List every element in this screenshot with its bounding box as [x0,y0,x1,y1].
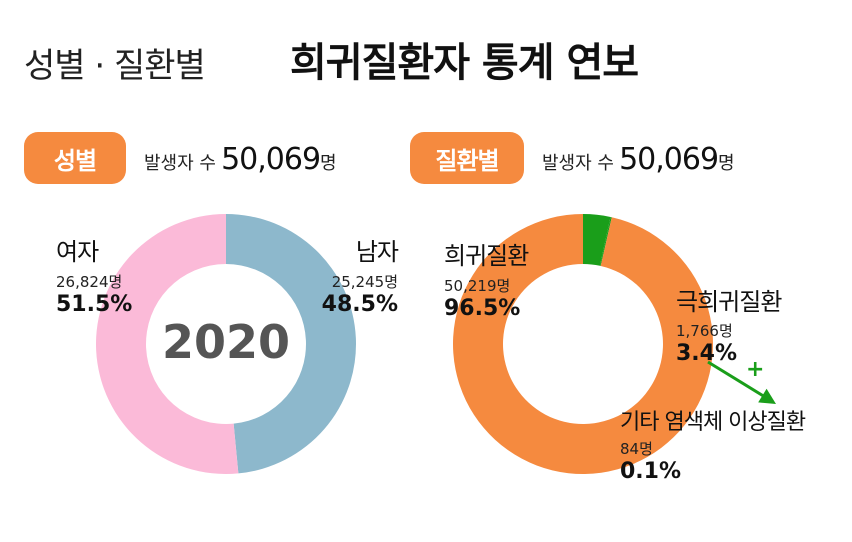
rare-disease-slice-percent: 96.5% [444,296,521,321]
female-slice-name: 여자 [56,238,99,266]
female-label-group: 여자 26,824명 51.5% [56,232,132,317]
chromosome-label-group: 기타 염색체 이상질환 84명 0.1% [620,404,806,484]
page-subtitle: 성별 · 질환별 [24,46,206,86]
male-slice-name: 남자 [355,238,399,266]
disease-count-label: 발생자 수 [542,153,614,174]
sex-pill: 성별 [24,132,126,184]
chromosome-slice-percent: 0.1% [620,459,682,484]
disease-count-unit: 명 [718,153,735,174]
disease-donut-slice-2 [453,214,713,475]
ultra-rare-title: 극희귀질환 [676,282,782,317]
sex-donut-slice-0 [226,214,356,474]
female-slice-count: 26,824명 [56,273,123,291]
ultra-rare-slice-count: 1,766명 [676,322,733,340]
disease-donut-slice-0 [583,214,611,266]
sex-count-unit: 명 [320,153,337,174]
arrow-head [758,388,776,404]
ultra-rare-values: 1,766명 3.4% [676,320,737,366]
ultra-rare-slice-percent: 3.4% [676,341,738,366]
rare-disease-slice-name: 희귀질환 [444,242,529,270]
disease-count: 발생자 수 50,069명 [542,142,735,177]
male-slice-count: 25,245명 [331,273,398,291]
female-slice-percent: 51.5% [56,292,133,317]
chromosome-slice-count: 84명 [620,440,653,458]
sex-donut-center-label: 2020 [162,315,290,369]
page-title: 희귀질환자 통계 연보 [290,40,639,86]
rare-disease-slice-count: 50,219명 [444,277,511,295]
disease-donut-slice-1 [599,216,612,266]
sex-donut-slice-1 [96,214,239,474]
sex-donut-chart [96,214,356,474]
disease-pill: 질환별 [410,132,524,184]
sex-count-label: 발생자 수 [144,153,216,174]
sex-count-value: 50,069 [221,142,321,177]
arrow-plus-annotation: + [746,357,764,382]
male-slice-percent: 48.5% [321,292,398,317]
sex-count: 발생자 수 50,069명 [144,142,337,177]
male-label-group: 남자 25,245명 48.5% [316,232,399,317]
rare-disease-label-group: 희귀질환 50,219명 96.5% [444,236,529,321]
chromosome-slice-name: 기타 염색체 이상질환 [620,410,806,435]
disease-donut-chart [453,214,713,475]
ultra-rare-slice-name: 극희귀질환 [676,288,782,316]
disease-count-value: 50,069 [619,142,719,177]
arrow-line [707,360,771,402]
